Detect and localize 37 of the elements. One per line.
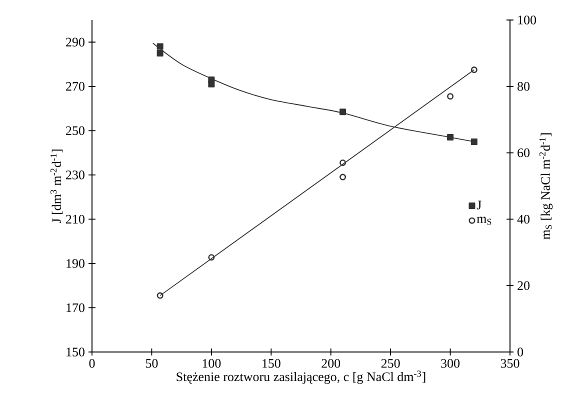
point: [340, 108, 346, 116]
y-tick-label: 150: [66, 348, 84, 356]
point: [208, 80, 215, 88]
y-tick-label: 230: [66, 170, 84, 180]
point: [340, 174, 346, 180]
x-tick-label: 50: [146, 359, 158, 368]
y2-tick-label: 20: [518, 281, 530, 290]
y-tick-label: 270: [66, 82, 84, 91]
point: [208, 254, 215, 261]
legend-label: J: [476, 200, 482, 210]
x-tick-label: 200: [322, 359, 340, 368]
x-tick-label: 100: [202, 359, 221, 368]
point: [156, 50, 164, 56]
point: [156, 43, 164, 50]
y2-tick-label: 100: [518, 16, 536, 24]
y2-axis-title: m$_{S}$ [kg NaCl m$^{-2}$d$^{-1}$]: [539, 133, 553, 240]
y-tick-label: 170: [66, 303, 84, 312]
y2-tick-label: 0: [518, 348, 524, 356]
point: [470, 138, 478, 145]
y-axis-title: J [dm$^{3}$ m$^{-2}$d$^{-1}$]: [50, 150, 63, 224]
legend-label: m$_{S}$: [476, 216, 492, 225]
point: [340, 160, 346, 166]
point: [447, 134, 454, 141]
x-tick-label: 150: [262, 359, 280, 368]
y-tick-label: 210: [66, 214, 84, 224]
x-tick-label: 250: [381, 359, 400, 368]
x-tick-label: 300: [441, 359, 460, 368]
y2-tick-label: 40: [517, 214, 530, 224]
x-tick-label: 0: [89, 359, 95, 368]
y2-tick-label: 60: [518, 148, 530, 158]
y-tick-label: 190: [66, 259, 84, 268]
x-axis-title: Stężenie roztworu zasilającego, c [g NaCl dm$^{-3}$]: [176, 370, 426, 384]
y-tick-label: 290: [66, 38, 84, 47]
x-tick-label: 350: [500, 359, 520, 368]
y2-tick-label: 80: [518, 82, 530, 91]
point: [447, 93, 454, 100]
y-tick-label: 250: [66, 126, 84, 136]
